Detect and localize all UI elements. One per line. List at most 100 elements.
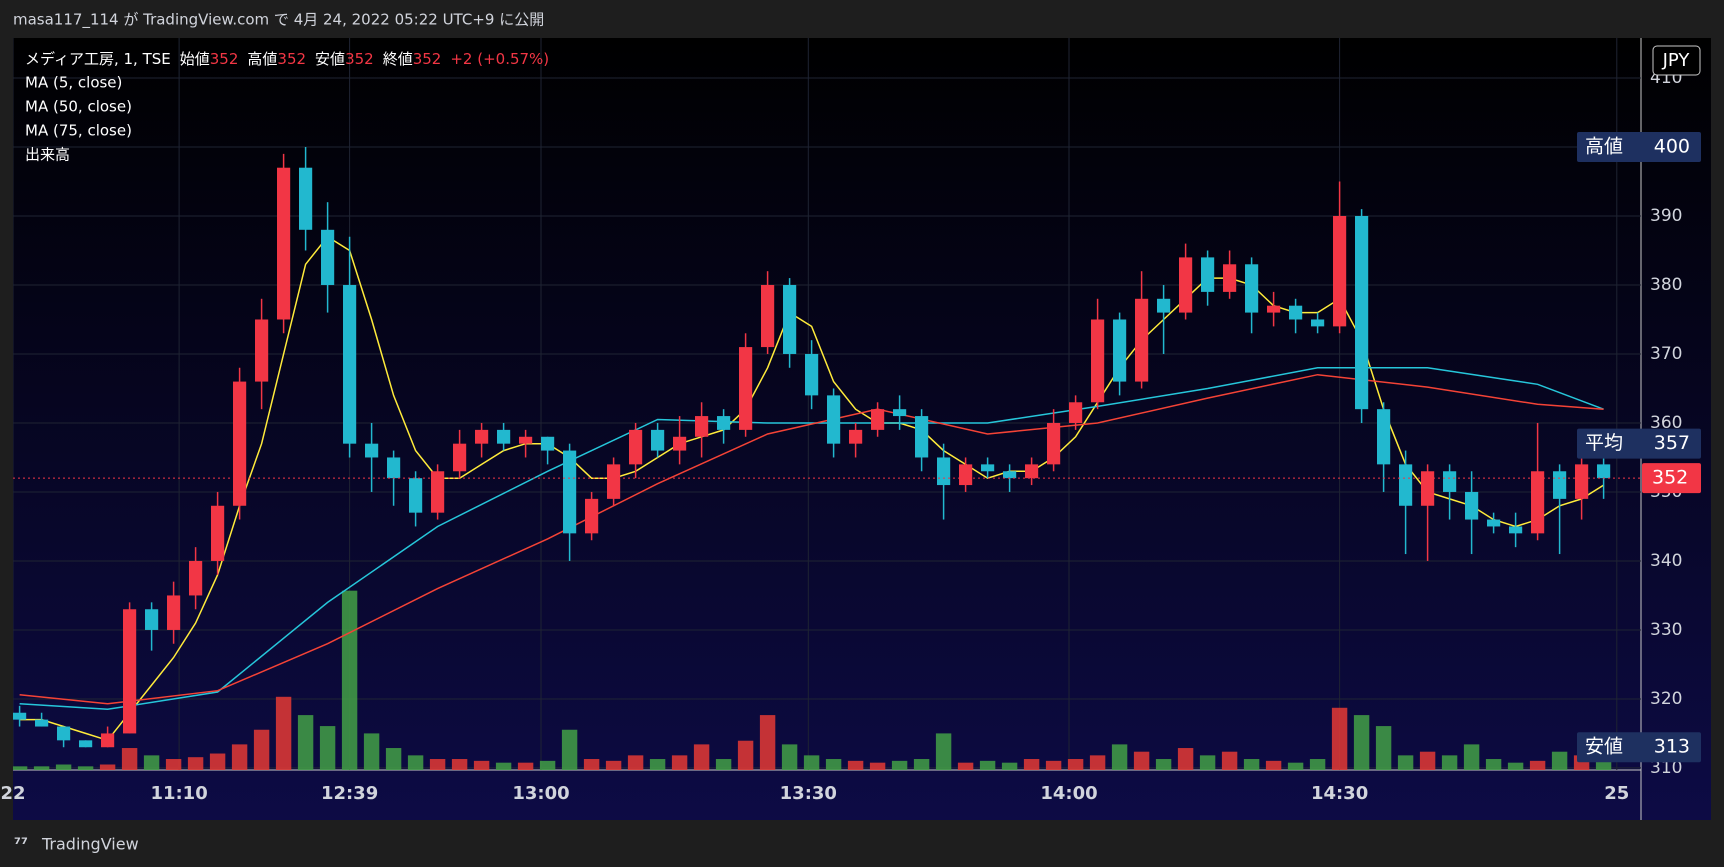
volume-bar: [891, 760, 908, 770]
ohlc-value: 352: [210, 50, 239, 68]
volume-bar: [627, 755, 644, 770]
volume-bar: [1419, 751, 1436, 770]
x-tick-label: 11:10: [150, 783, 207, 804]
volume-bar: [451, 759, 468, 770]
x-tick-label: 12:39: [321, 783, 378, 804]
brand-logo: ⁷⁷: [14, 835, 28, 854]
volume-bar: [297, 715, 314, 770]
candle-body: [431, 471, 445, 513]
candle-body: [871, 409, 885, 430]
volume-bar: [33, 766, 50, 770]
candle-body: [57, 726, 71, 741]
ma-line: [19, 367, 1604, 711]
volume-bar: [1353, 715, 1370, 770]
brand: TradingView: [41, 835, 139, 854]
candle-body: [1553, 471, 1567, 499]
candle-body: [211, 505, 225, 561]
candle-body: [321, 229, 335, 285]
volume-bar: [1045, 760, 1062, 770]
candle-body: [409, 478, 423, 513]
legend-entry: 出来高: [25, 146, 70, 164]
volume-pane: [13, 590, 1612, 770]
candle-body: [849, 429, 863, 444]
volume-bar: [143, 755, 160, 770]
candle-body: [1443, 471, 1457, 492]
x-tick-label: 13:00: [512, 783, 569, 804]
candle-body: [563, 450, 577, 534]
candle-body: [827, 395, 841, 444]
volume-bar: [869, 762, 886, 770]
y-tick-label: 340: [1650, 551, 1682, 571]
volume-bar: [759, 715, 776, 770]
candle-body: [1531, 471, 1545, 534]
y-tick-label: 380: [1650, 275, 1682, 295]
candle-body: [299, 167, 313, 230]
volume-bar: [1133, 751, 1150, 770]
volume-bar: [1463, 744, 1480, 770]
candle-body: [255, 319, 269, 382]
candle-body: [1399, 464, 1413, 506]
x-tick-label: 14:00: [1040, 783, 1097, 804]
candle-body: [673, 436, 687, 451]
y-tick-label: 360: [1650, 413, 1682, 433]
price-label-box: [1577, 132, 1701, 163]
volume-bar: [1067, 759, 1084, 770]
candle-body: [959, 464, 973, 486]
volume-bar: [473, 760, 490, 770]
candle-body: [739, 347, 753, 430]
candle-body: [233, 381, 247, 506]
volume-bar: [1397, 755, 1414, 770]
volume-bar: [231, 744, 248, 770]
y-tick-label: 330: [1650, 620, 1682, 640]
y-tick-label: 320: [1650, 689, 1682, 709]
price-label-name: 平均: [1585, 432, 1623, 454]
candle-body: [1047, 422, 1061, 465]
volume-bar: [13, 766, 28, 770]
candle-body: [1267, 305, 1281, 313]
candle-body: [475, 429, 489, 444]
legend-entry: MA (5, close): [25, 74, 122, 92]
symbol: メディア工房, 1, TSE: [25, 50, 171, 68]
volume-bar: [1001, 762, 1018, 770]
candle-body: [1091, 319, 1105, 403]
volume-bar: [517, 762, 534, 770]
ohlc-label: 安値: [315, 50, 345, 68]
volume-bar: [583, 759, 600, 770]
volume-bar: [913, 759, 930, 770]
volume-bar: [825, 759, 842, 770]
volume-bar: [165, 759, 182, 770]
candle-body: [365, 443, 379, 458]
candle-body: [541, 436, 555, 451]
candle-body: [915, 416, 929, 458]
ohlc-value: 352: [413, 50, 442, 68]
volume-bar: [957, 762, 974, 770]
volume-bar: [1199, 755, 1216, 770]
price-label-value: 400: [1654, 136, 1690, 158]
volume-bar: [715, 759, 732, 770]
ohlc-value: 352: [277, 50, 306, 68]
candle-body: [1069, 402, 1083, 423]
y-tick-label: 390: [1650, 206, 1682, 226]
volume-bar: [847, 760, 864, 770]
x-tick-label: 22: [0, 783, 25, 804]
candle-body: [1289, 305, 1303, 320]
x-tick-label: 13:30: [780, 783, 837, 804]
volume-bar: [77, 766, 94, 770]
candle-body: [585, 498, 599, 534]
volume-bar: [1265, 760, 1282, 770]
candle-body: [343, 284, 357, 444]
volume-bar: [1287, 762, 1304, 770]
volume-bar: [55, 764, 72, 770]
currency: JPY: [1662, 50, 1691, 71]
price-label-name: 安値: [1585, 736, 1623, 758]
candle-body: [805, 353, 819, 396]
volume-bar: [979, 760, 996, 770]
volume-bar: [1529, 760, 1546, 770]
volume-bar: [319, 726, 336, 770]
volume-bar: [1331, 707, 1348, 770]
ohlc-label: 始値: [180, 50, 210, 68]
candle-body: [1223, 264, 1237, 292]
candle-body: [1421, 471, 1435, 506]
candle-body: [607, 464, 621, 499]
